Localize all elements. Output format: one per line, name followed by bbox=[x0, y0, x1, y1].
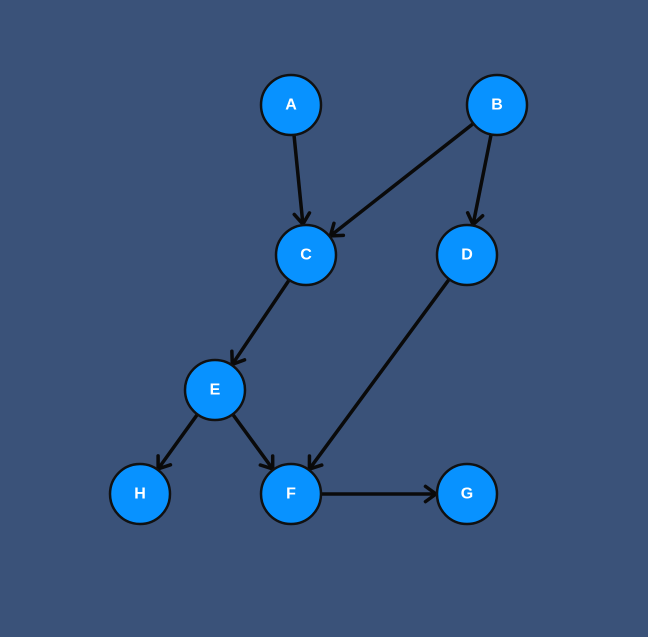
edge-line bbox=[292, 133, 305, 226]
node-label: G bbox=[461, 486, 473, 503]
node-circle bbox=[259, 462, 323, 526]
node-label: C bbox=[300, 247, 312, 264]
edges-layer bbox=[156, 121, 493, 504]
edge-c-e bbox=[230, 278, 291, 367]
node-e: E bbox=[183, 358, 247, 422]
edge-line bbox=[328, 121, 476, 238]
edge-line bbox=[471, 132, 493, 227]
node-circle bbox=[108, 462, 172, 526]
node-b: B bbox=[465, 73, 529, 137]
node-c: C bbox=[274, 223, 338, 287]
node-label: D bbox=[461, 247, 473, 264]
node-circle bbox=[183, 358, 247, 422]
node-h: H bbox=[108, 462, 172, 526]
node-circle bbox=[259, 73, 323, 137]
node-label: A bbox=[285, 97, 297, 114]
node-f: F bbox=[259, 462, 323, 526]
node-d: D bbox=[435, 223, 499, 287]
node-label: H bbox=[134, 486, 146, 503]
edge-e-f bbox=[230, 412, 275, 471]
edge-line bbox=[230, 278, 291, 367]
edge-b-d bbox=[465, 132, 493, 227]
edge-line bbox=[230, 412, 275, 471]
node-circle bbox=[435, 223, 499, 287]
edge-e-h bbox=[156, 412, 200, 471]
node-circle bbox=[435, 462, 499, 526]
node-circle bbox=[274, 223, 338, 287]
node-label: B bbox=[491, 97, 503, 114]
edge-d-f bbox=[307, 277, 451, 471]
node-circle bbox=[465, 73, 529, 137]
edge-line bbox=[307, 277, 451, 471]
edge-f-g bbox=[319, 484, 438, 504]
node-label: E bbox=[210, 382, 221, 399]
edge-line bbox=[156, 412, 200, 471]
node-a: A bbox=[259, 73, 323, 137]
node-label: F bbox=[286, 486, 296, 503]
node-g: G bbox=[435, 462, 499, 526]
edge-b-c bbox=[328, 121, 476, 238]
nodes-layer: A B C D E F G H bbox=[108, 73, 529, 526]
edge-a-c bbox=[292, 133, 312, 226]
